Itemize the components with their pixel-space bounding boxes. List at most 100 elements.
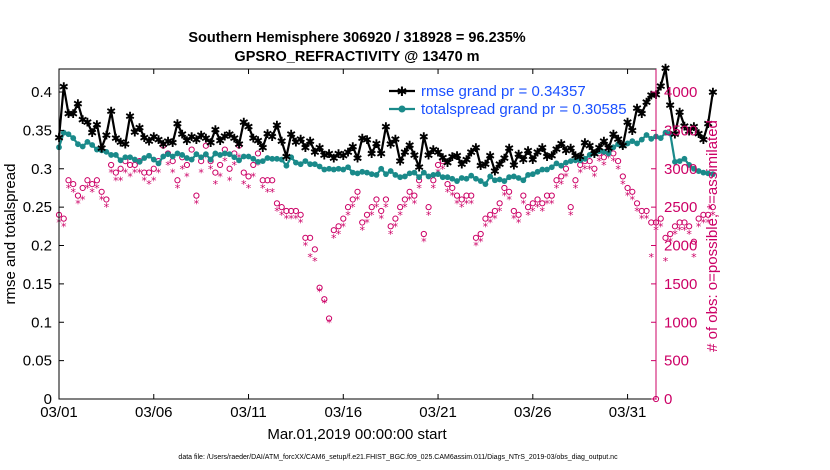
obs-assimilated-marker: *	[710, 209, 716, 222]
obs-possible-marker	[553, 177, 560, 184]
totalspread-point	[705, 170, 712, 177]
obs-possible-marker	[501, 184, 508, 192]
obs-assimilated-marker: *	[170, 167, 176, 180]
totalspread-point	[496, 176, 503, 183]
rmse-point: ✱	[708, 86, 718, 100]
rmse-point: ✱	[689, 120, 699, 134]
totalspread-point	[169, 153, 176, 160]
rmse-point: ✱	[405, 138, 415, 152]
totalspread-point	[629, 138, 636, 145]
rmse-point: ✱	[485, 149, 495, 163]
totalspread-point	[288, 154, 295, 161]
obs-possible-marker	[150, 165, 157, 172]
totalspread-point	[245, 153, 252, 160]
totalspread-point	[425, 173, 432, 180]
obs-possible-marker	[487, 211, 494, 218]
rmse-point: ✱	[135, 121, 145, 135]
obs-assimilated-marker: *	[317, 286, 323, 299]
totalspread-point	[572, 157, 579, 164]
obs-assimilated-marker: *	[298, 216, 304, 229]
obs-assimilated-marker: *	[535, 201, 541, 214]
obs-assimilated-marker: *	[625, 190, 631, 203]
rmse-point: ✱	[670, 128, 680, 142]
totalspread-point	[539, 166, 546, 173]
rmse-point: ✱	[433, 145, 443, 159]
rmse-point: ✱	[414, 161, 424, 175]
obs-assimilated-marker: *	[445, 186, 451, 199]
legend: ✱ rmse grand pr = 0.34357 totalspread gr…	[389, 83, 627, 118]
rmse-point: ✱	[248, 132, 258, 146]
obs-possible-marker	[321, 296, 328, 303]
totalspread-point	[387, 168, 394, 174]
legend-rmse-label: rmse grand pr = 0.34357	[421, 83, 586, 100]
rmse-point: ✱	[457, 158, 467, 172]
rmse-point: ✱	[153, 133, 163, 147]
rmse-point: ✱	[386, 138, 396, 152]
obs-possible-marker	[316, 284, 323, 291]
obs-assimilated-marker: *	[587, 163, 593, 176]
rmse-point: ✱	[291, 135, 301, 149]
rmse-point: ✱	[371, 137, 381, 151]
rmse-point: ✱	[201, 132, 211, 146]
obs-assimilated-marker: *	[672, 228, 678, 241]
obs-assimilated-marker: *	[686, 228, 692, 241]
obs-markers: * ** ** ** * ***** ** * * ** * ***************** ***…	[55, 142, 716, 403]
obs-assimilated-marker: *	[473, 240, 479, 253]
totalspread-point	[165, 151, 171, 158]
rmse-point: ✱	[73, 97, 83, 111]
totalspread-point	[75, 141, 81, 148]
totalspread-point	[667, 130, 674, 137]
totalspread-point	[700, 169, 707, 176]
totalspread-point	[226, 151, 233, 158]
totalspread-point	[577, 157, 584, 164]
obs-possible-marker	[89, 181, 96, 188]
rmse-point: ✱	[376, 147, 386, 161]
rmse-point: ✱	[604, 142, 614, 156]
rmse-point: ✱	[348, 140, 358, 154]
rmse-point: ✱	[116, 135, 126, 149]
totalspread-point	[648, 135, 655, 142]
obs-possible-marker	[325, 315, 333, 322]
x-tick-label: 03/16	[325, 404, 363, 421]
obs-possible-marker	[93, 177, 101, 184]
rmse-point: ✱	[618, 139, 628, 153]
obs-possible-marker	[548, 192, 555, 199]
totalspread-point	[321, 166, 328, 173]
y-tick-label: 0.35	[23, 122, 52, 139]
obs-possible-marker	[98, 188, 105, 195]
rmse-point: ✱	[646, 89, 656, 103]
totalspread-point	[293, 159, 299, 166]
y2-axis: 0 500 1000 1500 2000 2500 3000 3500 4000	[651, 69, 697, 408]
obs-assimilated-marker: *	[701, 216, 707, 229]
obs-possible-marker	[472, 234, 480, 241]
rmse-point: ✱	[499, 152, 509, 166]
rmse-point: ✱	[461, 153, 471, 167]
rmse-point: ✱	[196, 129, 206, 143]
rmse-point: ✱	[206, 136, 216, 150]
obs-possible-marker	[643, 207, 650, 215]
obs-assimilated-marker: *	[293, 213, 299, 226]
obs-assimilated-marker: *	[606, 151, 612, 164]
totalspread-point	[193, 151, 200, 158]
y-tick-label: 0.2	[31, 238, 52, 255]
obs-assimilated-marker: *	[516, 216, 522, 229]
rmse-series: ✱✱✱✱✱✱✱✱✱✱✱✱✱✱✱✱✱✱✱✱✱✱✱✱✱✱✱✱✱✱✱✱✱✱✱✱✱✱✱✱…	[54, 62, 718, 179]
totalspread-point	[492, 177, 498, 184]
obs-assimilated-marker: *	[383, 201, 389, 214]
totalspread-point	[406, 170, 413, 177]
totalspread-point	[473, 175, 479, 182]
obs-assimilated-marker: *	[563, 170, 569, 183]
obs-possible-marker	[273, 200, 281, 207]
obs-assimilated-marker: *	[611, 155, 617, 168]
obs-possible-marker	[70, 181, 77, 188]
obs-possible-marker	[349, 196, 356, 203]
obs-possible-marker	[482, 215, 489, 222]
rmse-point: ✱	[163, 135, 173, 149]
obs-possible-marker	[245, 173, 252, 180]
totalspread-point	[657, 135, 664, 141]
totalspread-point	[274, 155, 280, 162]
obs-possible-marker	[297, 211, 304, 218]
rmse-point: ✱	[495, 158, 505, 172]
totalspread-point	[605, 150, 612, 157]
chart-title-line2: GPSRO_REFRACTIVITY @ 13470 m	[234, 49, 479, 65]
